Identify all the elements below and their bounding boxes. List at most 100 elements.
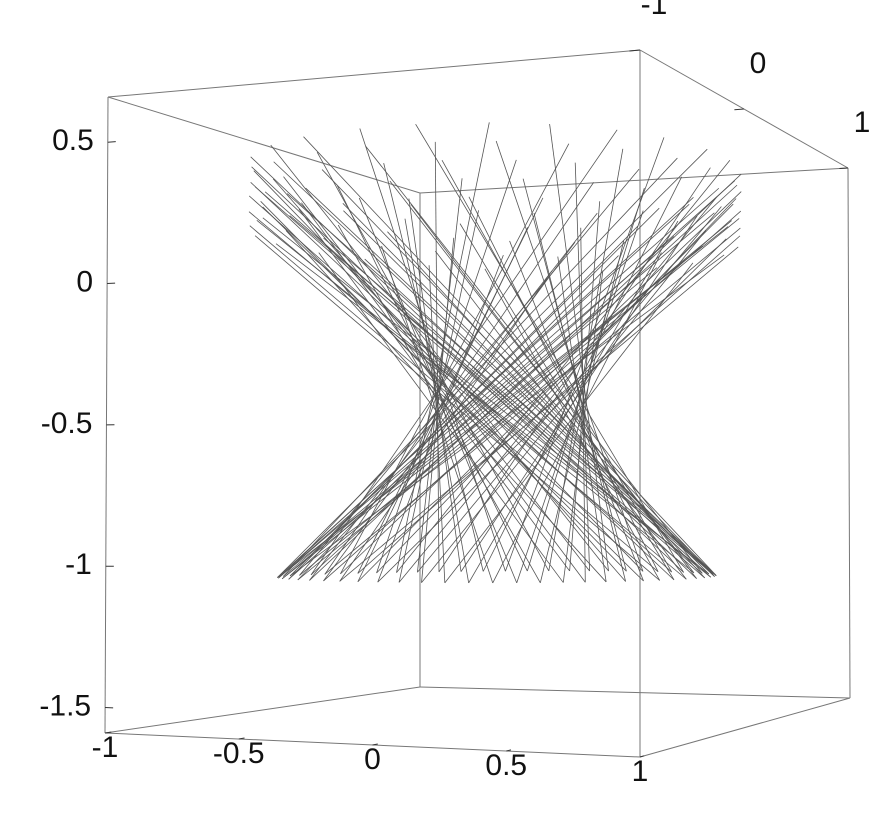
surface-line xyxy=(262,206,644,582)
surface-line xyxy=(396,159,731,573)
surface-line xyxy=(270,144,609,572)
y-tick xyxy=(629,49,641,52)
surface-line xyxy=(301,202,586,583)
box-edge xyxy=(419,686,851,699)
surface-line xyxy=(459,223,675,581)
surface-line xyxy=(415,123,685,573)
surface-line xyxy=(381,245,494,584)
z-tick xyxy=(107,141,116,143)
surface-line xyxy=(297,255,619,581)
surface-line xyxy=(282,212,715,577)
y-tick-label: 0 xyxy=(750,47,767,80)
y-tick xyxy=(734,108,745,111)
surface-line xyxy=(339,246,739,582)
x-tick xyxy=(372,743,378,746)
z-tick-label: 0 xyxy=(76,265,93,298)
surface-line xyxy=(323,210,742,582)
surface-line xyxy=(533,212,627,582)
surface-line xyxy=(324,227,741,575)
surface-line xyxy=(396,122,490,573)
surface-line xyxy=(492,252,662,584)
box-edge xyxy=(104,96,109,734)
surface-line xyxy=(444,262,694,584)
surface-line xyxy=(549,123,609,572)
x-tick-label: -1 xyxy=(92,731,119,764)
surface-line xyxy=(283,176,590,572)
surface-line xyxy=(318,252,564,583)
surface-line xyxy=(404,218,470,584)
surface-line xyxy=(278,236,675,579)
surface-line xyxy=(337,224,541,583)
surface-line xyxy=(364,258,712,578)
surface-line xyxy=(539,240,625,583)
surface-line xyxy=(421,230,707,583)
surface-line xyxy=(321,169,714,575)
z-tick-label: -0.5 xyxy=(41,407,93,440)
box-edge xyxy=(107,96,421,194)
surface-line xyxy=(288,225,639,580)
surface-line xyxy=(276,204,690,578)
surface-line xyxy=(250,182,675,581)
surface-line xyxy=(428,265,446,583)
surface-line xyxy=(339,270,553,582)
surface-line xyxy=(305,187,717,576)
surface-line xyxy=(299,168,640,576)
surface-line xyxy=(398,196,718,583)
surface-line xyxy=(359,128,506,572)
surface-line xyxy=(484,268,661,581)
surface-line xyxy=(289,207,660,577)
x-tick-label: 0 xyxy=(364,743,381,776)
z-tick-label: -1 xyxy=(65,548,92,581)
x-tick xyxy=(104,731,112,734)
surface-line xyxy=(289,254,725,577)
surface-line xyxy=(278,245,704,578)
surface-line xyxy=(569,201,601,571)
surface-line xyxy=(310,184,738,576)
surface-line xyxy=(254,235,660,581)
box-edge xyxy=(847,167,851,699)
surface-line xyxy=(377,238,727,583)
surface-line xyxy=(340,191,742,575)
surface-line xyxy=(441,159,673,573)
surface-line xyxy=(278,187,720,579)
x-tick xyxy=(639,755,645,758)
y-tick xyxy=(839,167,849,169)
box-edge xyxy=(639,697,851,758)
surface-line xyxy=(297,218,740,581)
surface-line xyxy=(421,237,455,583)
x-tick xyxy=(506,749,512,752)
x-tick xyxy=(238,737,245,740)
surface-line xyxy=(260,201,627,572)
ruled-surface xyxy=(248,122,742,584)
surface-line xyxy=(248,211,687,580)
surface-line xyxy=(377,255,504,583)
surface-line xyxy=(468,196,659,572)
y-tick-label: -1 xyxy=(641,0,668,21)
surface-line xyxy=(282,157,678,577)
surface-line xyxy=(288,180,736,580)
x-tick-label: 0.5 xyxy=(485,749,527,782)
surface-line xyxy=(357,203,734,583)
x-tick-label: -0.5 xyxy=(213,737,265,770)
surface-line xyxy=(358,197,518,584)
surface-line xyxy=(340,143,570,575)
surface-line xyxy=(276,148,708,578)
surface-line xyxy=(522,178,627,572)
surface-line xyxy=(357,235,741,574)
surface-line xyxy=(417,178,463,573)
box-edge xyxy=(419,167,849,194)
surface-line xyxy=(434,250,687,580)
box-edge xyxy=(104,686,421,734)
x-tick-label: 1 xyxy=(632,755,649,788)
surface-line xyxy=(273,161,715,577)
surface-line xyxy=(389,180,695,574)
box-edge xyxy=(107,49,641,98)
surface-line xyxy=(285,230,607,583)
z-tick-label: 0.5 xyxy=(52,124,94,157)
surface-line xyxy=(251,166,684,573)
z-tick-label: -1.5 xyxy=(39,689,91,722)
surface-line xyxy=(357,226,529,582)
surface-line xyxy=(309,173,742,581)
